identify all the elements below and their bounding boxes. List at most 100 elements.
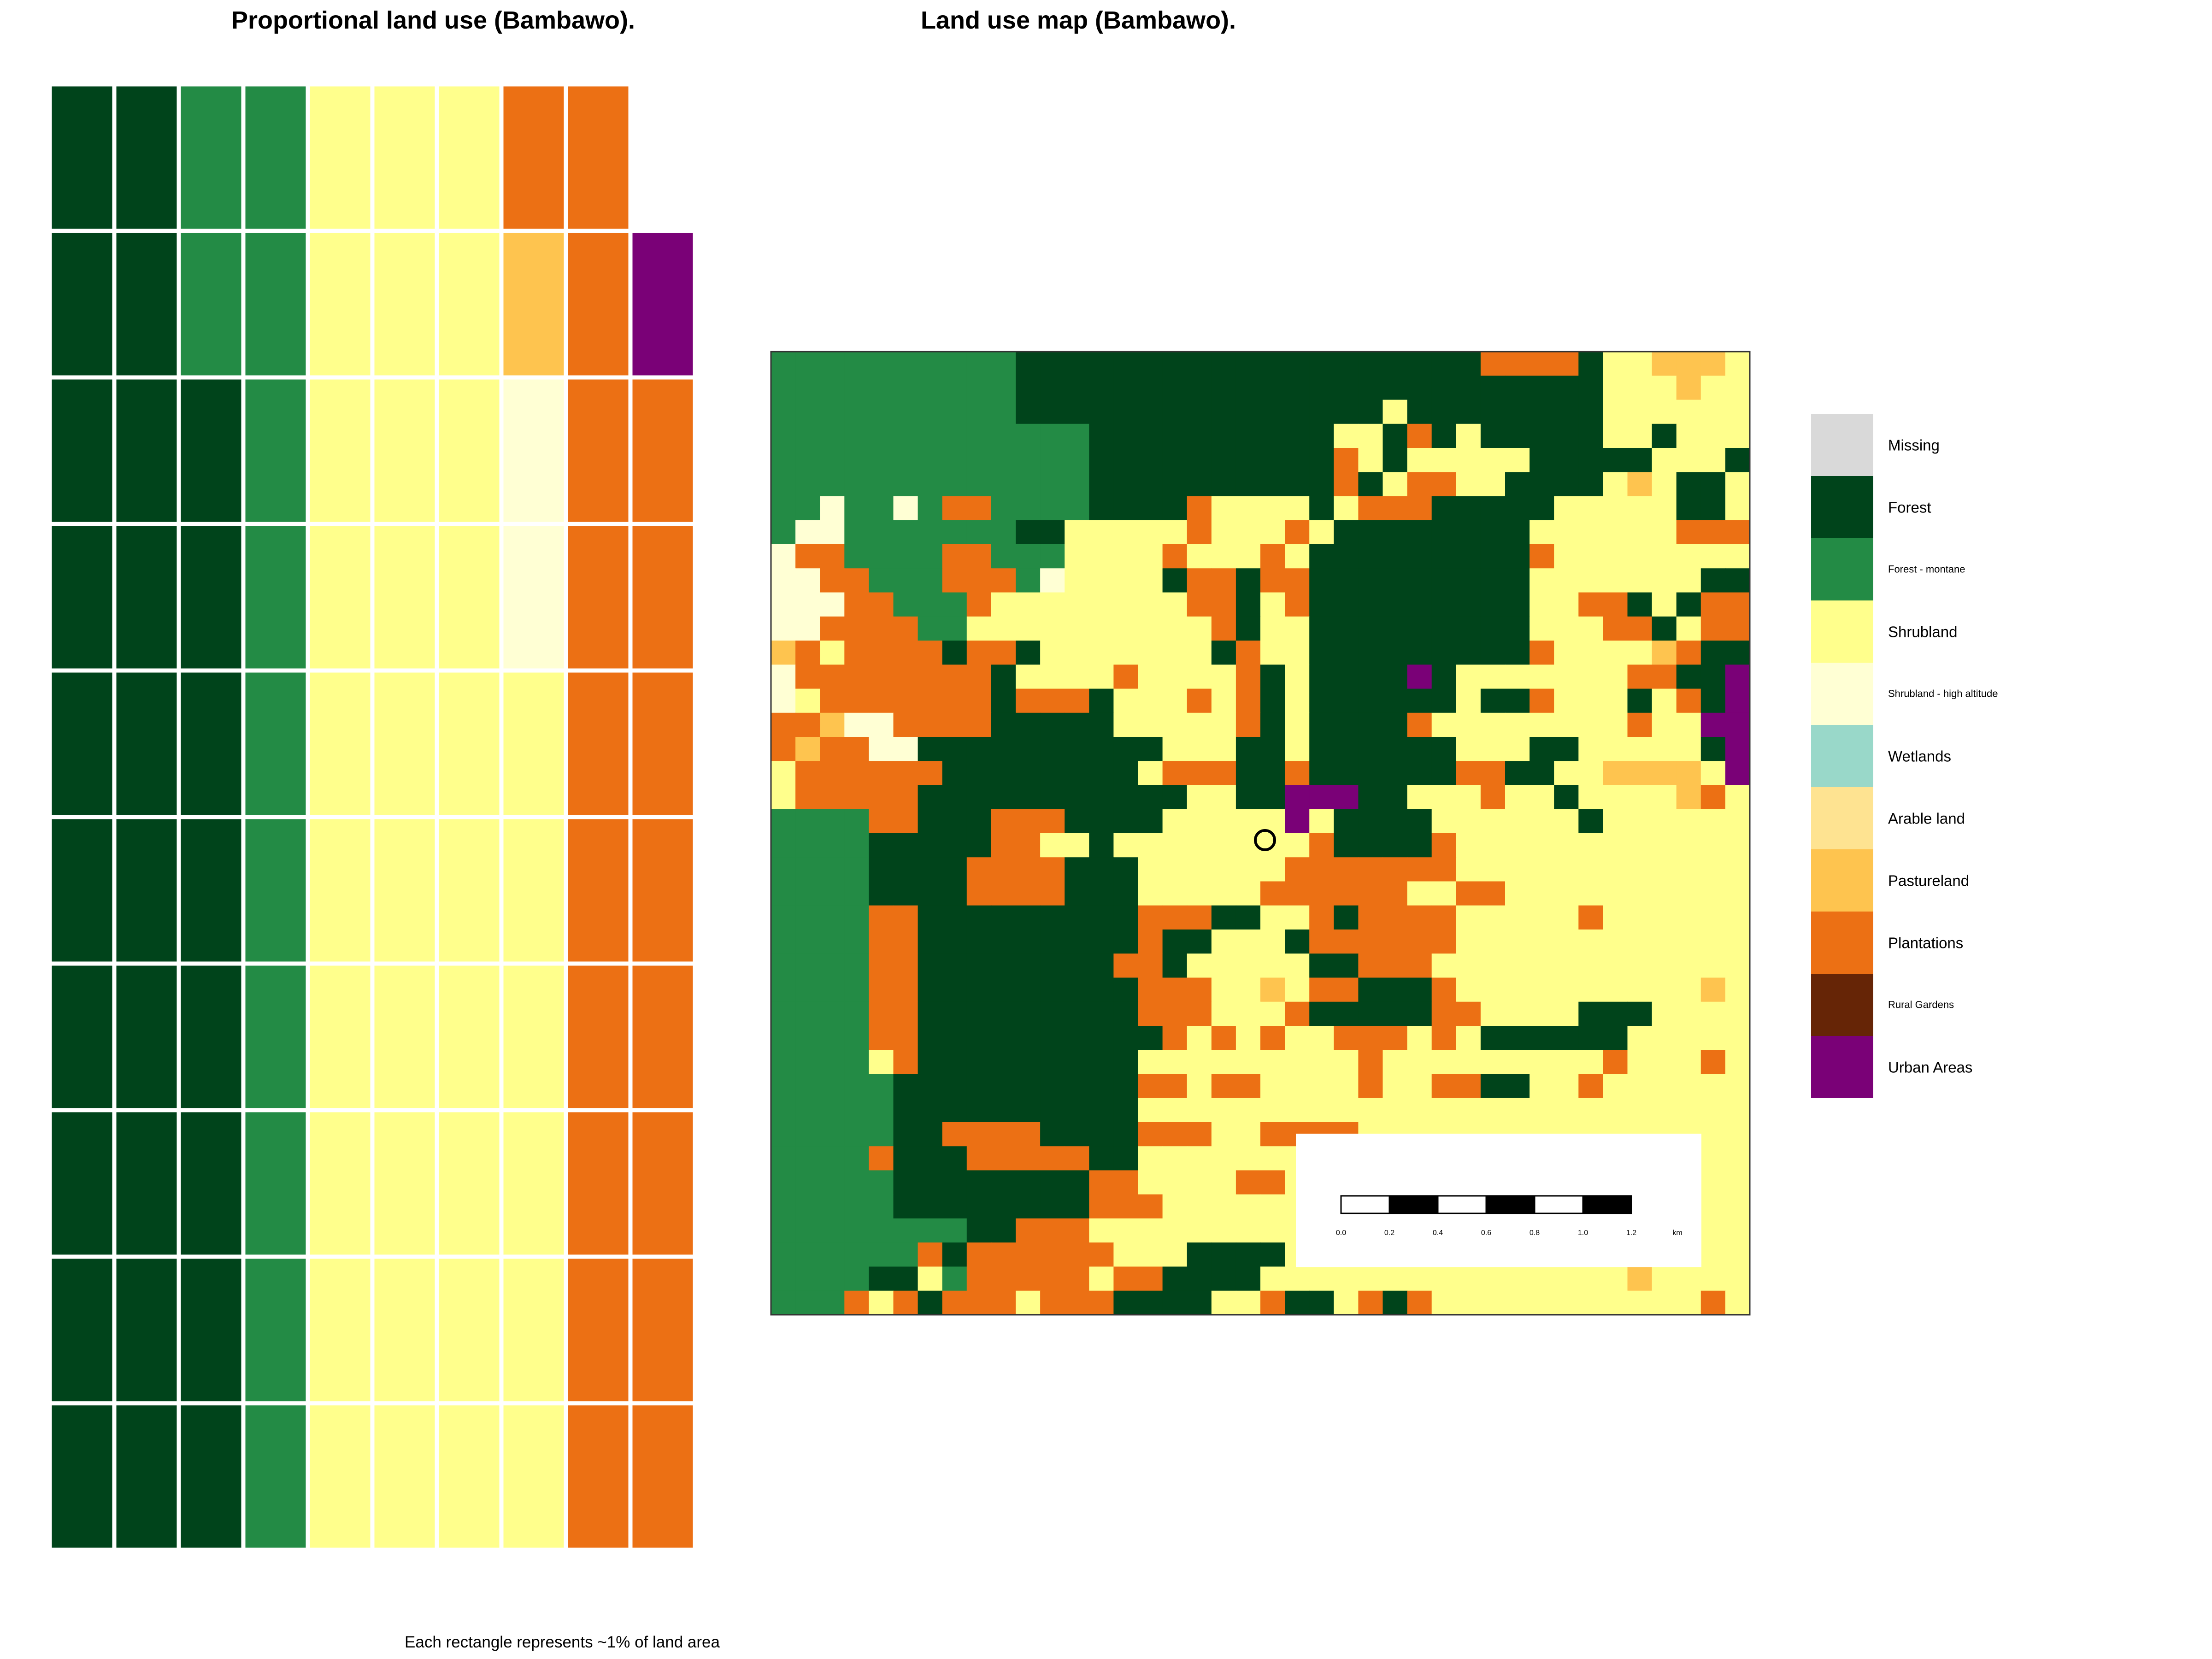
waffle-cell	[241, 1108, 310, 1259]
map-cell	[1676, 400, 1701, 424]
map-cell	[966, 1050, 992, 1075]
map-cell	[820, 424, 845, 448]
map-cell	[1382, 930, 1408, 954]
map-cell	[1309, 376, 1334, 400]
map-cell	[1652, 953, 1677, 978]
map-cell	[1456, 1266, 1481, 1291]
map-cell	[844, 1194, 869, 1219]
map-cell	[844, 520, 869, 545]
waffle-cell	[47, 82, 117, 233]
map-cell	[991, 1146, 1016, 1171]
map-cell	[1505, 857, 1530, 882]
map-cell	[1138, 857, 1163, 882]
map-cell	[1187, 568, 1212, 593]
map-cell	[1260, 881, 1285, 906]
map-cell	[1016, 857, 1041, 882]
map-cell	[893, 977, 918, 1002]
map-cell	[1138, 424, 1163, 448]
map-cell	[1358, 641, 1383, 665]
map-cell	[1113, 376, 1139, 400]
map-cell	[1554, 1290, 1579, 1315]
map-cell	[1456, 1050, 1481, 1075]
map-cell	[1040, 905, 1065, 930]
map-cell	[1358, 472, 1383, 497]
map-cell	[1187, 472, 1212, 497]
map-cell	[1138, 930, 1163, 954]
map-cell	[1016, 1026, 1041, 1050]
map-cell	[1309, 641, 1334, 665]
map-cell	[1285, 1290, 1310, 1315]
map-cell	[1162, 761, 1188, 786]
map-cell	[1162, 1242, 1188, 1267]
map-cell	[1456, 1290, 1481, 1315]
map-cell	[1603, 881, 1628, 906]
map-cell	[1676, 809, 1701, 834]
map-cell	[869, 809, 894, 834]
map-cell	[1235, 400, 1261, 424]
map-cell	[966, 544, 992, 569]
waffle-cell	[112, 82, 181, 233]
map-cell	[1578, 785, 1603, 810]
waffle-cell	[564, 522, 633, 673]
map-cell	[1456, 761, 1481, 786]
map-cell	[1211, 616, 1236, 641]
map-cell	[1162, 1170, 1188, 1195]
map-cell	[1627, 1001, 1653, 1026]
map-cell	[1016, 472, 1041, 497]
map-cell	[1456, 568, 1481, 593]
map-cell	[1480, 400, 1506, 424]
map-cell	[1187, 641, 1212, 665]
map-cell	[795, 400, 820, 424]
map-cell	[1211, 905, 1236, 930]
map-cell	[1334, 905, 1359, 930]
map-cell	[869, 1242, 894, 1267]
map-cell	[1480, 592, 1506, 617]
map-cell	[1089, 568, 1114, 593]
map-cell	[893, 1098, 918, 1123]
map-cell	[844, 592, 869, 617]
map-cell	[1431, 520, 1457, 545]
map-cell	[1480, 809, 1506, 834]
waffle-cell	[306, 815, 375, 966]
waffle-cell	[306, 1254, 375, 1406]
map-cell	[1407, 857, 1432, 882]
map-cell	[1334, 665, 1359, 689]
map-cell	[942, 1122, 967, 1147]
map-cell	[918, 641, 943, 665]
map-cell	[1138, 1146, 1163, 1171]
map-cell	[1530, 857, 1554, 882]
map-cell	[820, 472, 845, 497]
map-cell	[1016, 568, 1041, 593]
map-cell	[1113, 1242, 1139, 1267]
map-cell	[1065, 641, 1089, 665]
map-cell	[893, 1242, 918, 1267]
map-cell	[918, 1290, 943, 1315]
map-cell	[1235, 1242, 1261, 1267]
map-cell	[1016, 1074, 1041, 1099]
map-cell	[1089, 712, 1114, 737]
map-cell	[1016, 833, 1041, 858]
map-cell	[1162, 665, 1188, 689]
map-cell	[1382, 809, 1408, 834]
map-cell	[1382, 1026, 1408, 1050]
map-cell	[1016, 496, 1041, 521]
map-cell	[1235, 641, 1261, 665]
map-cell	[1431, 930, 1457, 954]
map-cell	[844, 737, 869, 761]
map-cell	[1065, 1001, 1089, 1026]
map-cell	[1725, 616, 1750, 641]
map-cell	[1652, 448, 1677, 472]
legend-swatch	[1811, 787, 1873, 849]
map-cell	[1431, 424, 1457, 448]
map-cell	[1676, 953, 1701, 978]
map-cell	[1382, 785, 1408, 810]
map-cell	[1138, 1218, 1163, 1243]
map-cell	[1138, 712, 1163, 737]
map-cell	[1162, 352, 1188, 376]
map-cell	[1578, 448, 1603, 472]
map-cell	[1089, 833, 1114, 858]
map-cell	[1456, 930, 1481, 954]
map-cell	[1358, 568, 1383, 593]
map-cell	[1138, 448, 1163, 472]
map-cell	[1505, 1026, 1530, 1050]
